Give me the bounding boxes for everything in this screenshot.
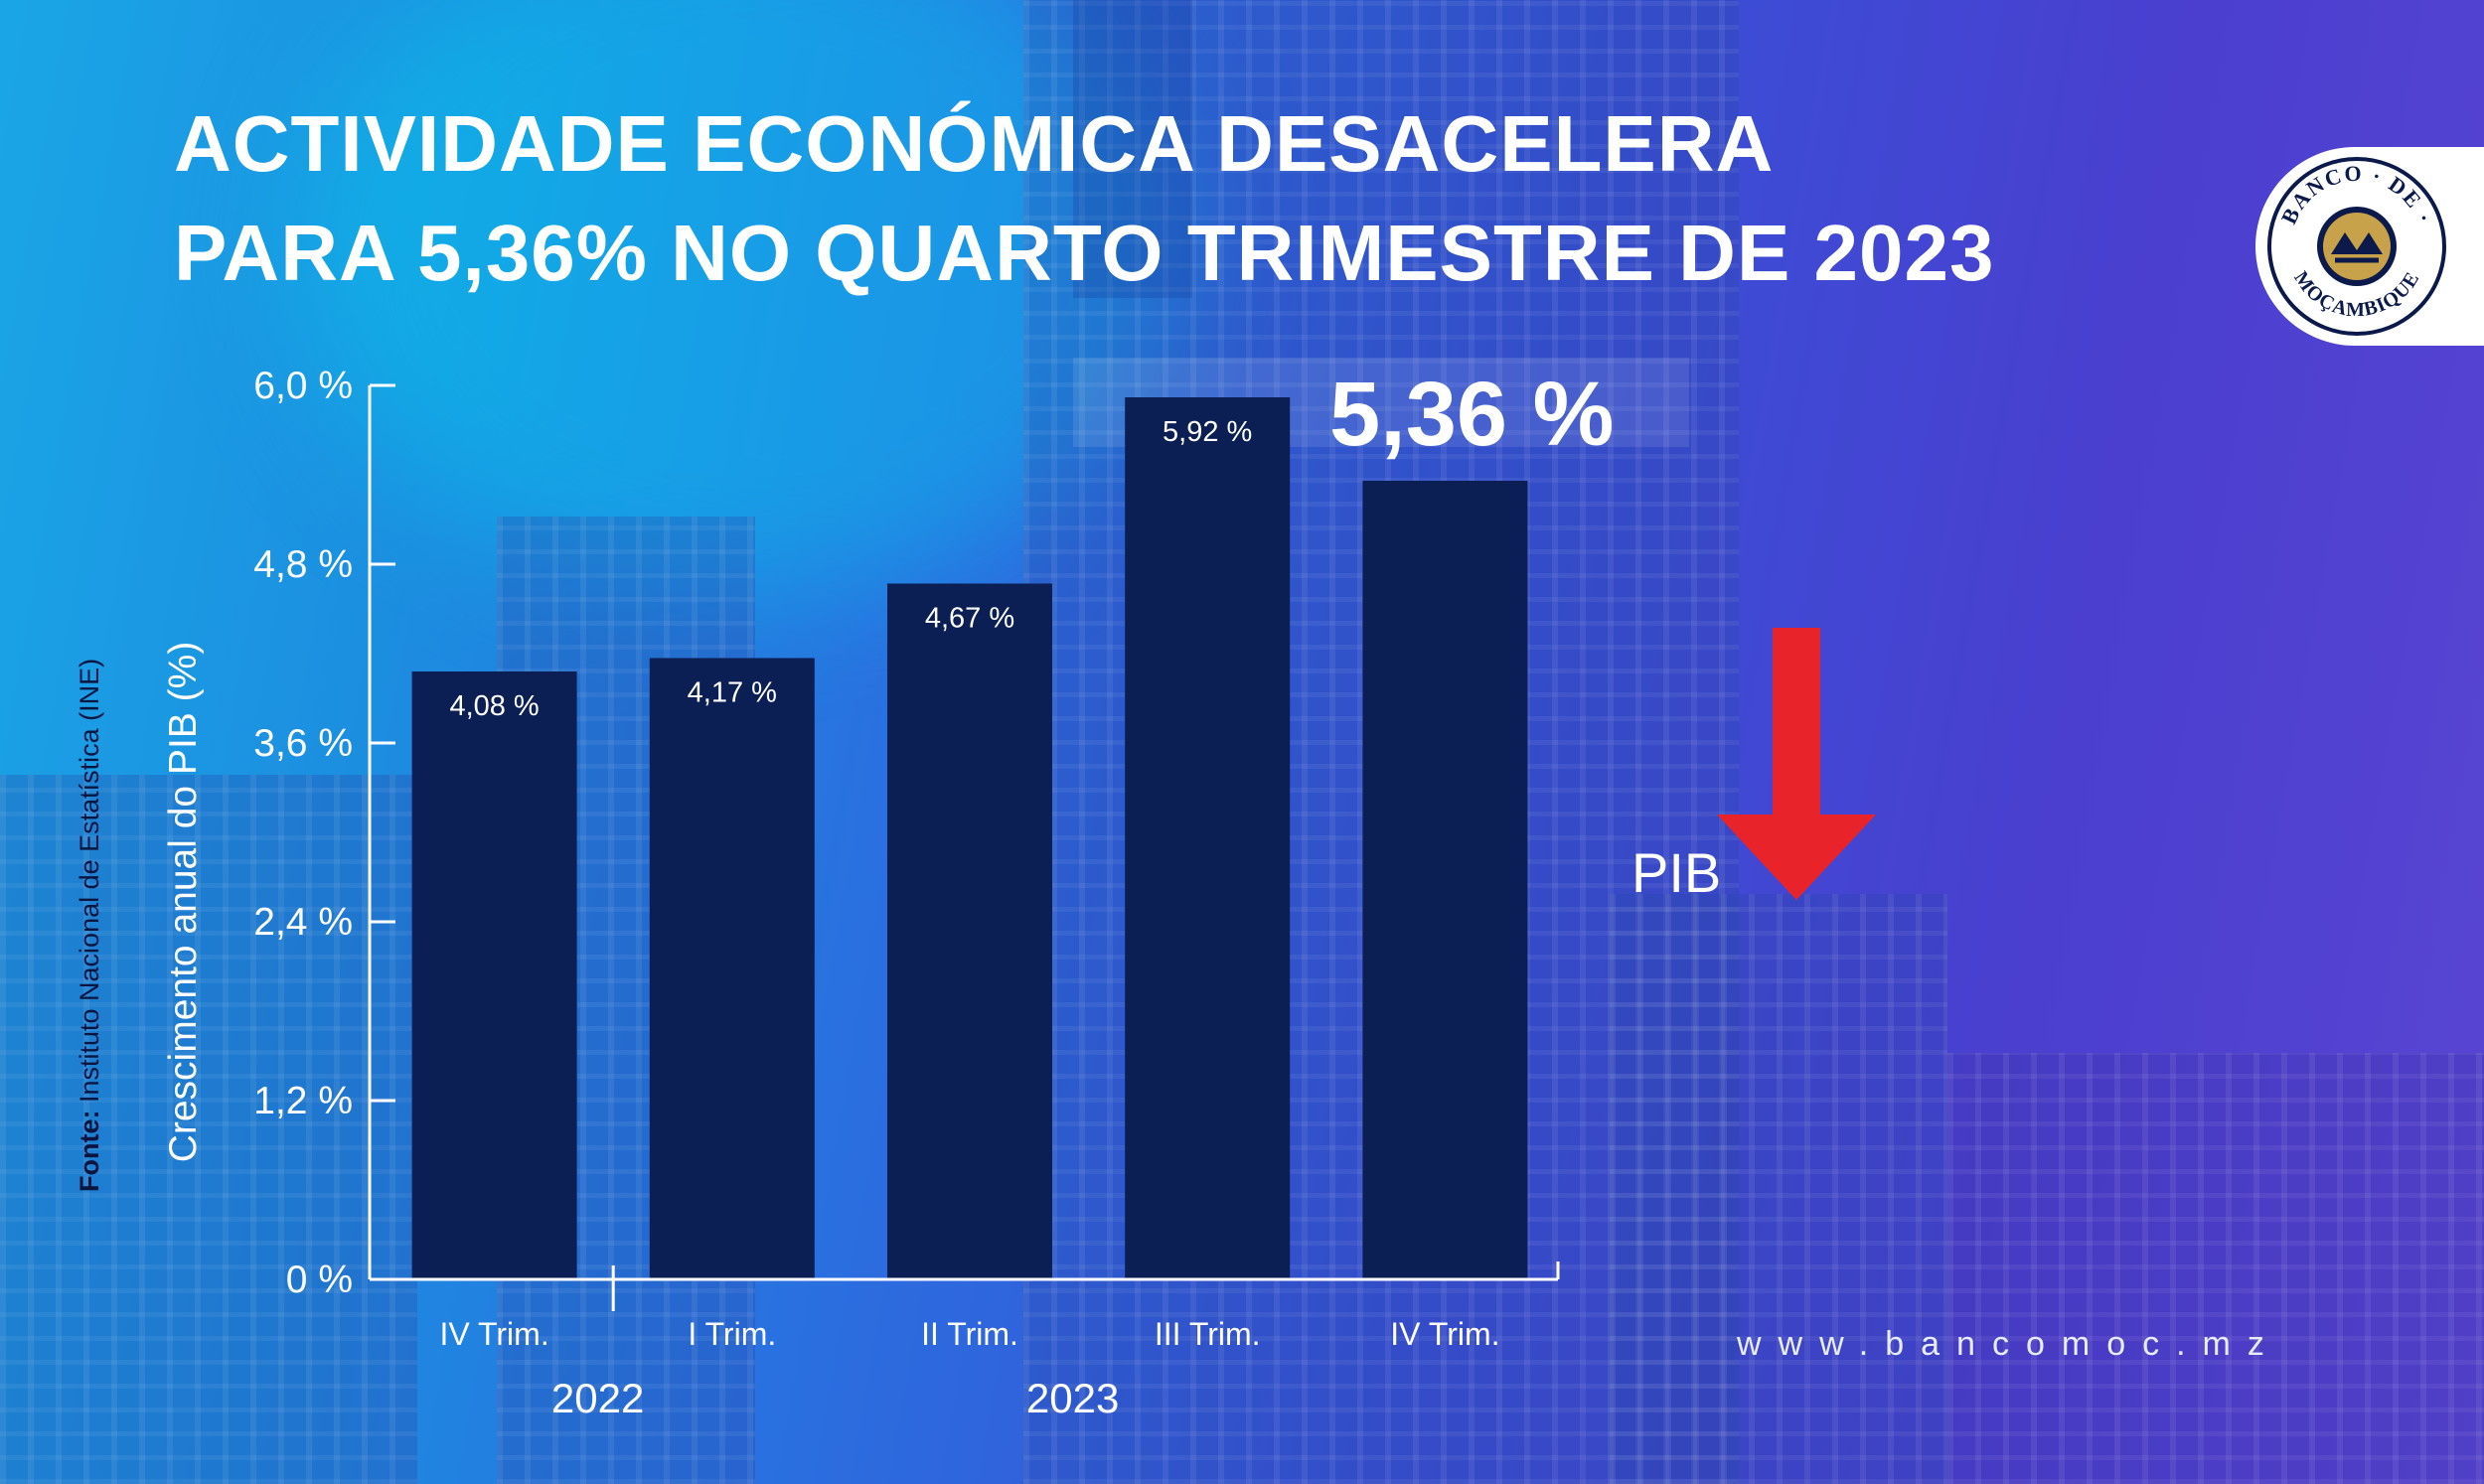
x-tick-label: II Trim.: [921, 1316, 1018, 1352]
data-label: 4,08 %: [449, 690, 539, 722]
x-tick-label: III Trim.: [1155, 1316, 1261, 1352]
bar: [649, 658, 815, 1279]
background-building: [1947, 1053, 2484, 1484]
data-label: 4,17 %: [688, 677, 777, 709]
highlight-value: 5,36 %: [1329, 364, 1615, 465]
data-label: 5,92 %: [1163, 416, 1252, 448]
bar: [1125, 397, 1291, 1279]
y-axis-title: Crescimento anual do PIB (%): [162, 642, 205, 1163]
x-tick-label: I Trim.: [688, 1316, 776, 1352]
background-glow: [298, 0, 1192, 596]
title-line-2: PARA 5,36% NO QUARTO TRIMESTRE DE 2023: [174, 209, 1995, 297]
y-tick-label: 6,0 %: [253, 365, 353, 407]
x-tick-label: IV Trim.: [1390, 1316, 1499, 1352]
y-tick-label: 3,6 %: [253, 722, 353, 765]
y-tick-label: 2,4 %: [253, 901, 353, 944]
bars-layer: [411, 397, 1528, 1279]
bar: [887, 583, 1052, 1279]
background-building: [0, 775, 417, 1484]
bar: [1362, 481, 1528, 1279]
x-tick-label: IV Trim.: [439, 1316, 548, 1352]
page-title: ACTIVIDADE ECONÓMICA DESACELERA PARA 5,3…: [174, 89, 1995, 308]
bank-logo: BANCO · DE · MOÇAMBIQUE: [2255, 147, 2484, 346]
background-building: [1610, 894, 1947, 1484]
bank-seal-icon: BANCO · DE · MOÇAMBIQUE: [2267, 157, 2446, 336]
y-tick-label: 4,8 %: [253, 543, 353, 586]
year-group-label: 2023: [1026, 1375, 1119, 1421]
year-group-label: 2022: [551, 1375, 644, 1421]
indicator-label: PIB: [1631, 841, 1722, 904]
labels-layer: 4,08 % IV Trim. 4,17 % I Trim. 4,67 % II Trim…: [162, 365, 1500, 1421]
y-tick-label: 0 %: [286, 1259, 353, 1301]
website-url: www.bancomoc.mz: [1737, 1325, 2281, 1363]
title-line-1: ACTIVIDADE ECONÓMICA DESACELERA: [174, 99, 1775, 188]
arrow-down-icon: [1717, 628, 1876, 900]
background-building: [1073, 0, 1192, 298]
axis-layer: [368, 383, 1560, 1311]
bar: [411, 671, 577, 1279]
y-tick-label: 1,2 %: [253, 1080, 353, 1122]
data-label: 4,67 %: [925, 603, 1014, 635]
